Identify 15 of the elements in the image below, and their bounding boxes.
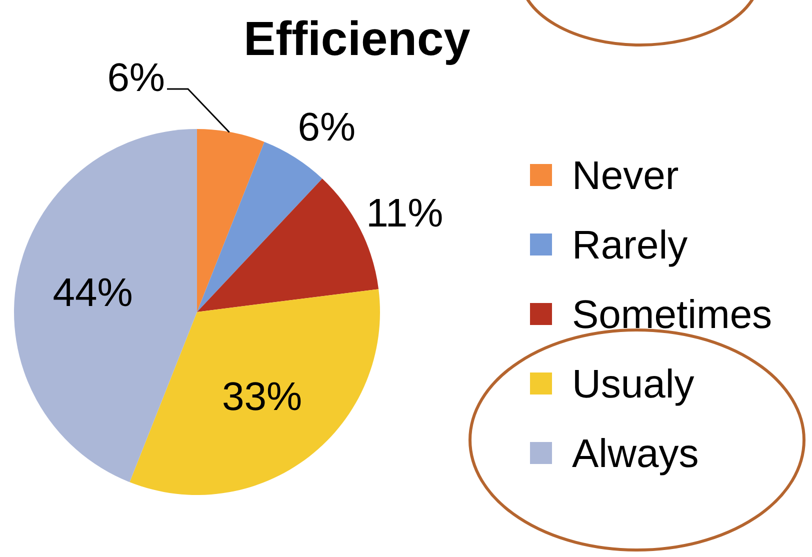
- data-label: 11%: [366, 191, 444, 236]
- chart-title: Efficiency: [244, 13, 471, 66]
- pie-slice: [14, 129, 197, 482]
- legend-label: Sometimes: [572, 293, 772, 337]
- data-label: 44%: [52, 271, 133, 316]
- pie-slice: [197, 142, 322, 312]
- legend-label: Usualy: [572, 362, 694, 406]
- data-label: 6%: [107, 56, 165, 100]
- legend-label: Always: [572, 432, 699, 476]
- legend-label: Never: [572, 154, 679, 198]
- data-label: 6%: [298, 106, 356, 150]
- pie-slice: [197, 129, 264, 312]
- data-label: 33%: [222, 374, 302, 419]
- pie-slice: [130, 289, 380, 495]
- legend-label: Rarely: [572, 224, 688, 268]
